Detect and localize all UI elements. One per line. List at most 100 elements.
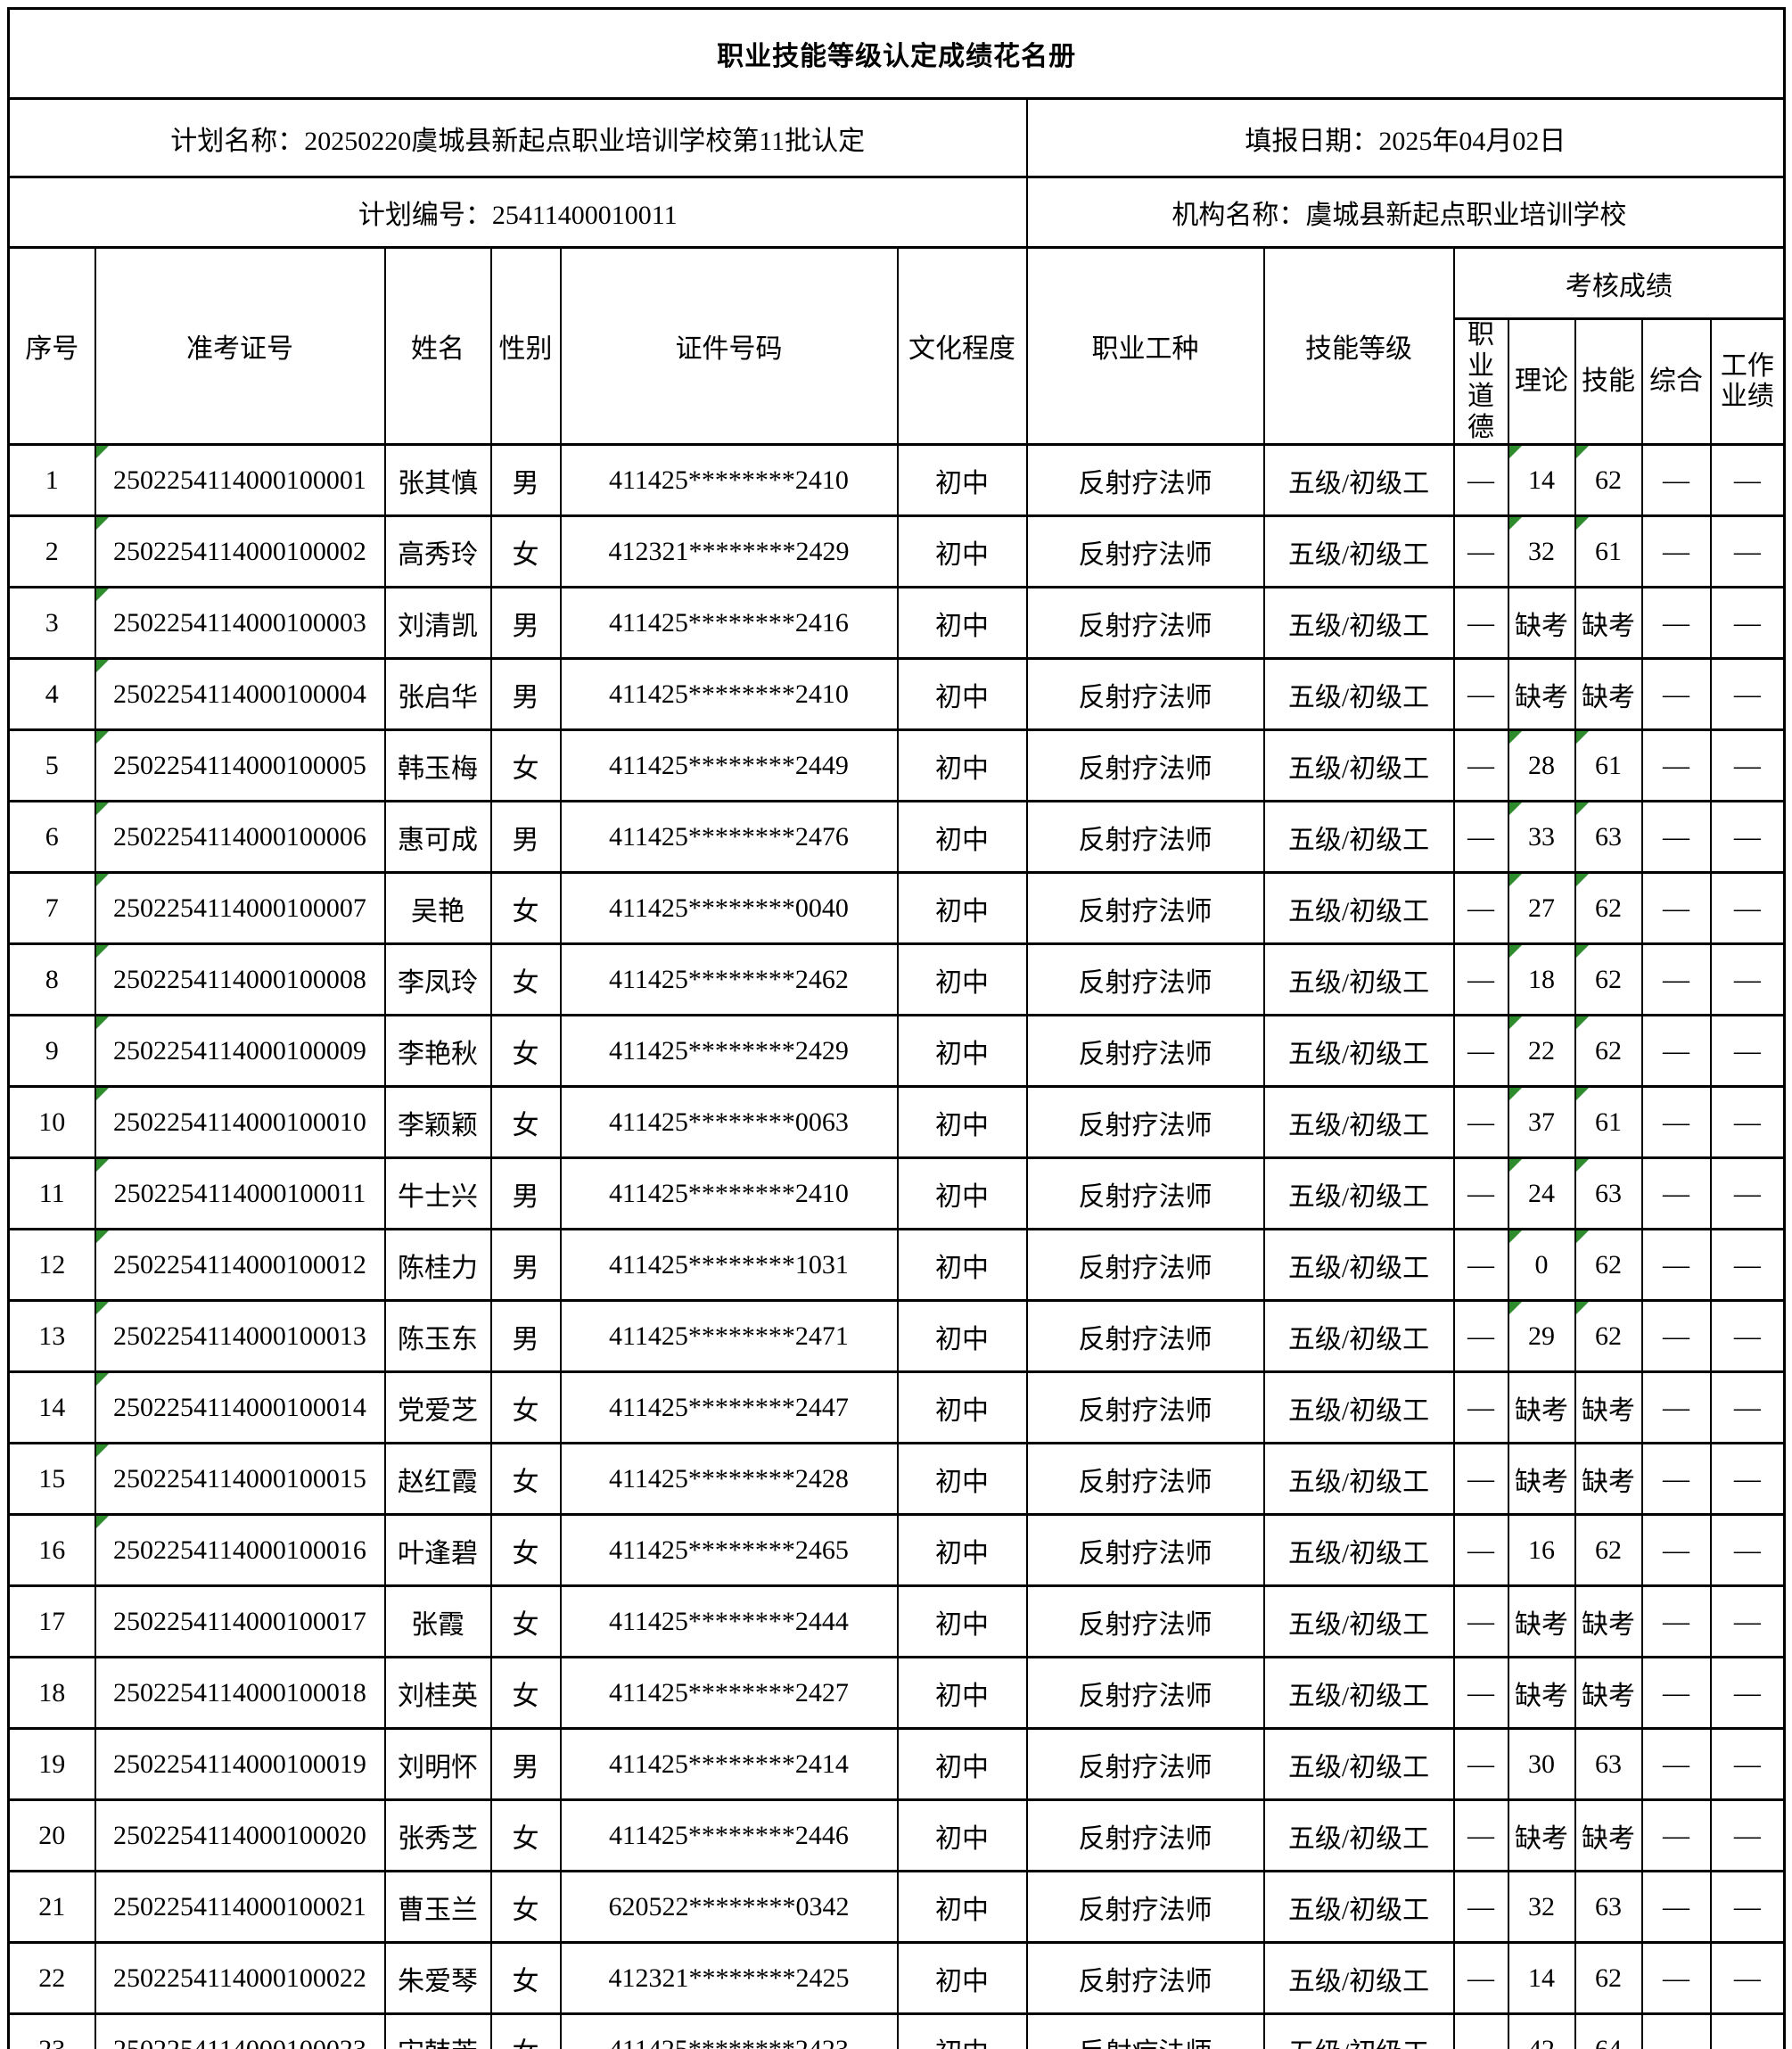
cell-theory: 18 [1507, 942, 1576, 1016]
org-name-text: 机构名称：虞城县新起点职业培训学校 [1025, 176, 1786, 249]
cell-name: 张秀芝 [383, 1798, 492, 1872]
col-header-ethics: 职业道德 [1452, 317, 1509, 446]
cell-work: — [1709, 1870, 1786, 1944]
col-header-seq: 序号 [7, 246, 96, 446]
table-row: 23 2502254114000100023 宋韩芳 女 411425*****… [7, 2012, 1786, 2049]
cell-level: 五级/初级工 [1262, 1941, 1455, 2015]
cell-name: 刘清凯 [383, 586, 492, 660]
cell-ethics: — [1452, 1085, 1509, 1159]
cell-occupation: 反射疗法师 [1025, 800, 1265, 874]
cell-ticket: 2502254114000100019 [94, 1727, 386, 1801]
cell-gender: 女 [489, 1941, 562, 2015]
cell-skill: 缺考 [1574, 1798, 1643, 1872]
cell-ethics: — [1452, 1870, 1509, 1944]
cell-occupation: 反射疗法师 [1025, 1370, 1265, 1444]
cell-gender: 女 [489, 942, 562, 1016]
cell-comprehensive: — [1640, 586, 1712, 660]
cell-ticket: 2502254114000100011 [94, 1156, 386, 1230]
cell-id: 411425********2449 [559, 728, 899, 802]
cell-name: 牛士兴 [383, 1156, 492, 1230]
cell-gender: 男 [489, 1727, 562, 1801]
cell-level: 五级/初级工 [1262, 1299, 1455, 1373]
cell-skill: 62 [1574, 1941, 1643, 2015]
cell-work: — [1709, 800, 1786, 874]
cell-name: 高秀玲 [383, 514, 492, 588]
cell-ticket: 2502254114000100009 [94, 1014, 386, 1088]
table-row: 21 2502254114000100021 曹玉兰 女 620522*****… [7, 1870, 1786, 1944]
table-row: 10 2502254114000100010 李颖颖 女 411425*****… [7, 1085, 1786, 1159]
cell-comprehensive: — [1640, 871, 1712, 945]
cell-edu: 初中 [896, 514, 1028, 588]
cell-occupation: 反射疗法师 [1025, 1228, 1265, 1302]
header-row-sub: 职业道德 理论 技能 综合 工作业绩 [9, 317, 1786, 446]
cell-skill: 63 [1574, 1156, 1643, 1230]
cell-name: 陈桂力 [383, 1228, 492, 1302]
cell-id: 411425********2428 [559, 1442, 899, 1516]
cell-occupation: 反射疗法师 [1025, 942, 1265, 1016]
cell-level: 五级/初级工 [1262, 1156, 1455, 1230]
cell-seq: 10 [7, 1085, 96, 1159]
cell-theory: 14 [1507, 443, 1576, 517]
cell-work: — [1709, 1228, 1786, 1302]
cell-level: 五级/初级工 [1262, 1014, 1455, 1088]
cell-id: 411425********2471 [559, 1299, 899, 1373]
cell-ticket: 2502254114000100003 [94, 586, 386, 660]
cell-ticket: 2502254114000100015 [94, 1442, 386, 1516]
cell-level: 五级/初级工 [1262, 514, 1455, 588]
cell-ethics: — [1452, 1156, 1509, 1230]
cell-comprehensive: — [1640, 1513, 1712, 1587]
cell-seq: 21 [7, 1870, 96, 1944]
cell-theory: 24 [1507, 1156, 1576, 1230]
cell-id: 411425********0040 [559, 871, 899, 945]
cell-ethics: — [1452, 1941, 1509, 2015]
cell-level: 五级/初级工 [1262, 1727, 1455, 1801]
cell-ethics: — [1452, 1656, 1509, 1730]
table-row: 19 2502254114000100019 刘明怀 男 411425*****… [7, 1727, 1786, 1801]
cell-id: 412321********2429 [559, 514, 899, 588]
cell-name: 张启华 [383, 657, 492, 731]
cell-ethics: — [1452, 1584, 1509, 1658]
cell-ticket: 2502254114000100006 [94, 800, 386, 874]
cell-seq: 6 [7, 800, 96, 874]
cell-name: 陈玉东 [383, 1299, 492, 1373]
cell-name: 张霞 [383, 1584, 492, 1658]
cell-skill: 63 [1574, 800, 1643, 874]
cell-seq: 13 [7, 1299, 96, 1373]
cell-ethics: — [1452, 1299, 1509, 1373]
cell-work: — [1709, 586, 1786, 660]
cell-work: — [1709, 1085, 1786, 1159]
cell-work: — [1709, 2012, 1786, 2049]
cell-edu: 初中 [896, 1299, 1028, 1373]
cell-work: — [1709, 728, 1786, 802]
cell-ethics: — [1452, 586, 1509, 660]
cell-skill: 62 [1574, 1299, 1643, 1373]
cell-occupation: 反射疗法师 [1025, 1442, 1265, 1516]
cell-ticket: 2502254114000100017 [94, 1584, 386, 1658]
cell-level: 五级/初级工 [1262, 1085, 1455, 1159]
page-title: 职业技能等级认定成绩花名册 [7, 7, 1786, 100]
cell-skill: 64 [1574, 2012, 1643, 2049]
cell-edu: 初中 [896, 586, 1028, 660]
cell-name: 刘桂英 [383, 1656, 492, 1730]
cell-ethics: — [1452, 1014, 1509, 1088]
cell-id: 411425********2446 [559, 1798, 899, 1872]
col-header-skill: 技能 [1574, 317, 1643, 446]
cell-theory: 缺考 [1507, 657, 1576, 731]
table-row: 2 2502254114000100002 高秀玲 女 412321******… [7, 514, 1786, 588]
cell-ticket: 2502254114000100012 [94, 1228, 386, 1302]
cell-theory: 22 [1507, 1014, 1576, 1088]
cell-edu: 初中 [896, 1941, 1028, 2015]
cell-theory: 37 [1507, 1085, 1576, 1159]
cell-comprehensive: — [1640, 1941, 1712, 2015]
cell-work: — [1709, 443, 1786, 517]
cell-occupation: 反射疗法师 [1025, 1727, 1265, 1801]
cell-theory: 27 [1507, 871, 1576, 945]
cell-edu: 初中 [896, 2012, 1028, 2049]
cell-work: — [1709, 1656, 1786, 1730]
cell-comprehensive: — [1640, 1584, 1712, 1658]
table-row: 14 2502254114000100014 党爱芝 女 411425*****… [7, 1370, 1786, 1444]
cell-occupation: 反射疗法师 [1025, 1798, 1265, 1872]
table-row: 1 2502254114000100001 张其慎 男 411425******… [7, 443, 1786, 517]
cell-name: 刘明怀 [383, 1727, 492, 1801]
cell-occupation: 反射疗法师 [1025, 1513, 1265, 1587]
